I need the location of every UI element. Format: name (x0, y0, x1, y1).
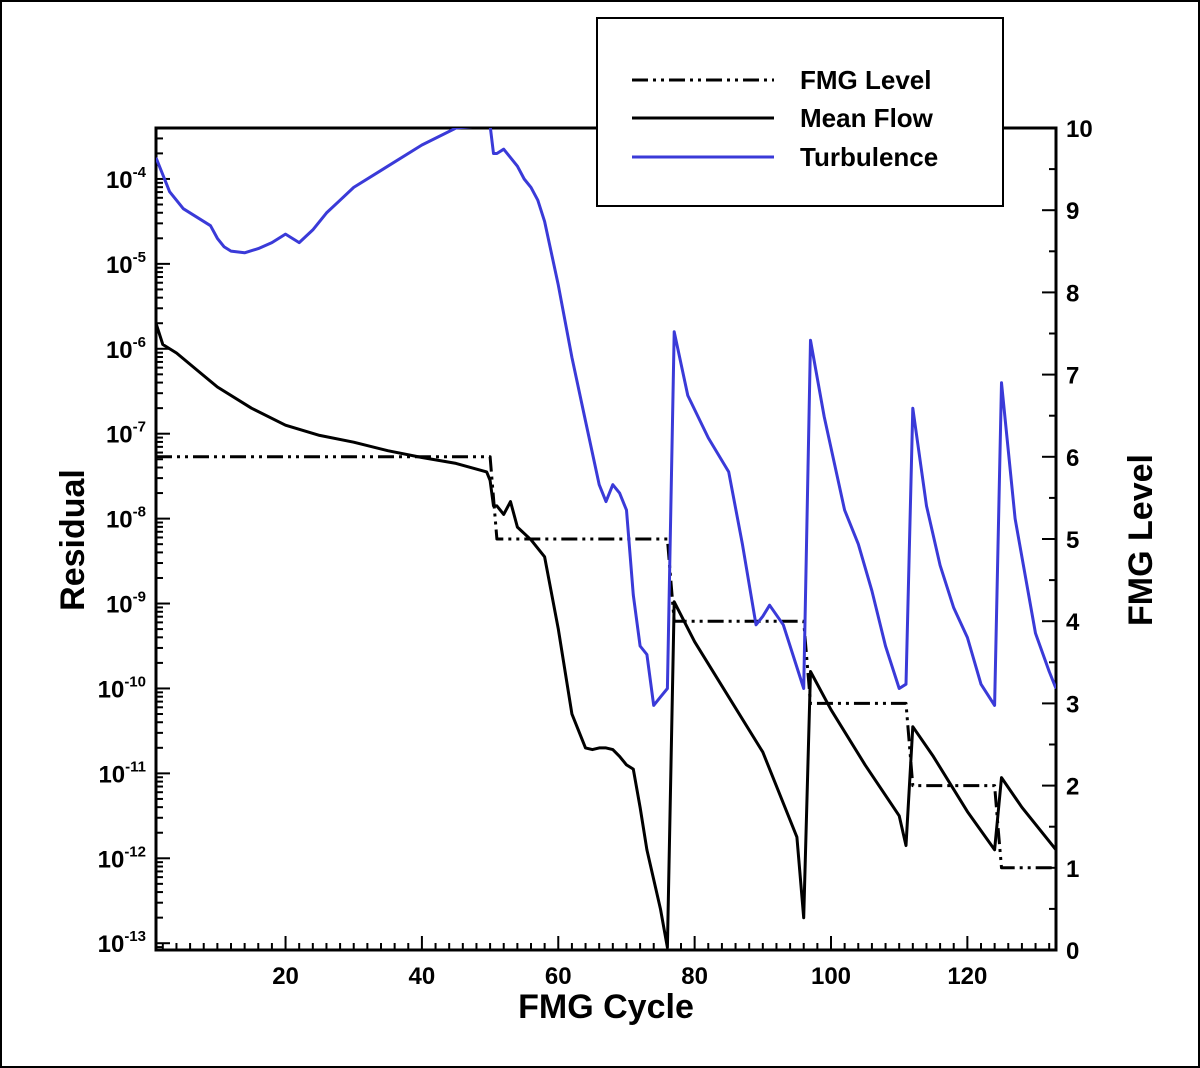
y-tick-base: 10 (98, 676, 125, 703)
x-tick-label: 60 (545, 963, 572, 990)
y2-tick-label: 8 (1066, 280, 1079, 307)
series-layer (156, 128, 1056, 949)
y-tick-label: 10-7 (106, 419, 146, 449)
x-axis-ticks: 20 40 60 80 100 120 (161, 936, 1051, 990)
y-tick-label: 10-13 (98, 928, 146, 958)
y-tick-base: 10 (106, 592, 133, 619)
fmg-level-line (156, 455, 1056, 870)
y-tick-exponent: -6 (133, 334, 146, 351)
y-tick-label: 10-11 (98, 758, 146, 788)
y-tick-base: 10 (106, 422, 133, 449)
y2-tick-label: 1 (1066, 856, 1079, 883)
y-tick-label: 10-5 (106, 249, 146, 279)
mean-flow-line (156, 322, 1056, 949)
y-tick-label: 10-9 (106, 589, 146, 619)
legend-label-fmg-level: FMG Level (800, 65, 931, 95)
y-tick-exponent: -11 (125, 758, 146, 775)
y-tick-label: 10-6 (106, 334, 146, 364)
x-tick-label: 100 (811, 963, 851, 990)
y-tick-base: 10 (98, 761, 125, 788)
x-tick-label: 20 (272, 963, 299, 990)
y2-tick-label: 5 (1066, 527, 1079, 554)
x-axis-title: FMG Cycle (518, 988, 694, 1026)
y2-tick-label: 0 (1066, 938, 1079, 965)
y-tick-exponent: -4 (133, 164, 147, 181)
x-tick-label: 80 (681, 963, 708, 990)
y2-axis-title: FMG Level (1122, 454, 1160, 626)
y-tick-exponent: -13 (124, 928, 146, 945)
y-axis-ticks: 10-410-510-610-710-810-910-1010-1110-121… (98, 137, 170, 958)
y2-tick-label: 10 (1066, 116, 1093, 143)
y2-tick-label: 3 (1066, 691, 1079, 718)
legend-label-mean-flow: Mean Flow (800, 103, 934, 133)
y2-tick-label: 9 (1066, 198, 1079, 225)
legend-label-turbulence: Turbulence (800, 142, 938, 172)
y-axis-title: Residual (54, 469, 92, 611)
y2-tick-label: 4 (1066, 609, 1080, 636)
y-tick-exponent: -10 (124, 673, 146, 690)
y-tick-exponent: -7 (133, 419, 146, 436)
y2-axis-ticks: 0 1 2 3 4 5 6 7 8 9 10 (1042, 116, 1093, 965)
y-tick-label: 10-12 (98, 843, 146, 873)
x-tick-label: 40 (409, 963, 436, 990)
y-tick-base: 10 (106, 337, 133, 364)
y-tick-label: 10-4 (106, 164, 147, 194)
y-tick-exponent: -8 (133, 504, 146, 521)
y-tick-base: 10 (106, 252, 133, 279)
y-tick-base: 10 (98, 846, 125, 873)
y-tick-base: 10 (106, 167, 133, 194)
y-tick-label: 10-10 (98, 673, 146, 703)
legend: FMG Level Mean Flow Turbulence (596, 17, 1004, 207)
turbulence-line (156, 128, 1056, 707)
x-tick-label: 120 (947, 963, 987, 990)
y-tick-base: 10 (98, 931, 125, 958)
y-tick-base: 10 (106, 507, 133, 534)
y2-tick-label: 2 (1066, 774, 1079, 801)
legend-box (596, 17, 1004, 207)
y2-tick-label: 6 (1066, 445, 1079, 472)
y-tick-exponent: -12 (124, 843, 146, 860)
y-tick-exponent: -5 (133, 249, 146, 266)
y-tick-label: 10-8 (106, 504, 146, 534)
y2-tick-label: 7 (1066, 363, 1079, 390)
y-tick-exponent: -9 (133, 589, 146, 606)
